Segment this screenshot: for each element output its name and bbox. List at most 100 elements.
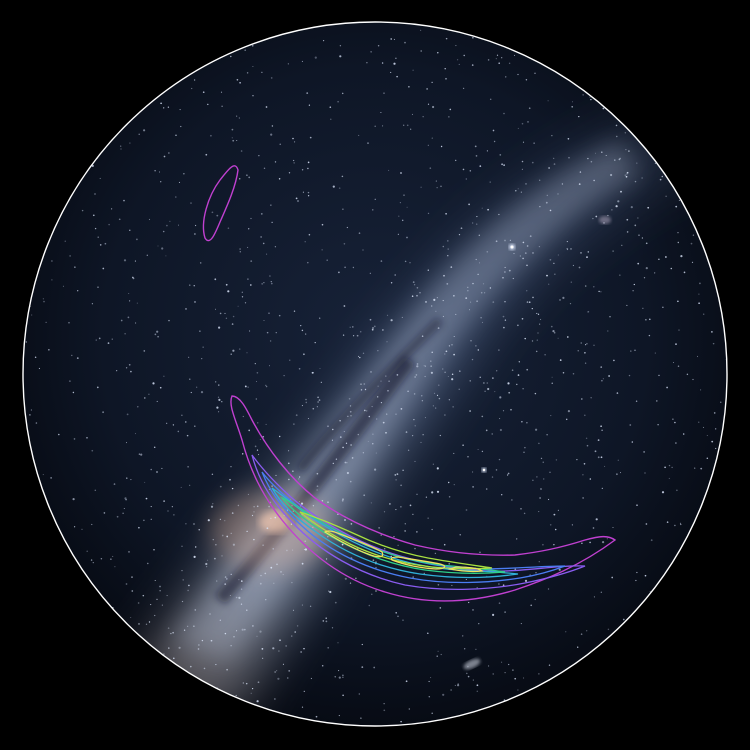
star [339, 45, 342, 47]
star [593, 596, 595, 598]
star [128, 363, 131, 366]
star [699, 282, 701, 285]
star [439, 607, 442, 609]
star [445, 350, 448, 353]
star [137, 602, 140, 604]
star [215, 664, 217, 666]
star [248, 228, 250, 230]
star [678, 329, 680, 331]
star [517, 127, 519, 129]
star [110, 558, 112, 560]
star [540, 457, 543, 460]
star [303, 647, 305, 650]
star [536, 339, 538, 341]
star [301, 562, 304, 565]
star [159, 590, 161, 592]
star [447, 248, 449, 250]
star [534, 598, 536, 601]
star [453, 353, 455, 356]
star [301, 405, 303, 407]
star [472, 222, 474, 224]
star [559, 299, 561, 301]
star [91, 303, 94, 305]
star [578, 115, 580, 118]
star [346, 462, 348, 464]
star [221, 401, 223, 403]
star [270, 282, 273, 285]
star [618, 158, 621, 161]
star [465, 297, 468, 299]
star [448, 116, 450, 118]
star [274, 246, 277, 248]
star [314, 341, 316, 344]
star [550, 415, 552, 417]
star [476, 684, 479, 687]
star [644, 574, 647, 577]
star [327, 535, 329, 538]
star [246, 174, 248, 177]
star [553, 163, 556, 165]
star [124, 333, 126, 335]
star [335, 458, 338, 460]
star [337, 100, 339, 103]
star [411, 434, 414, 437]
star [440, 145, 443, 148]
star [329, 590, 332, 594]
star [303, 690, 305, 693]
star [675, 205, 678, 208]
star [442, 315, 444, 318]
star [436, 490, 440, 493]
star [225, 283, 228, 286]
star [130, 616, 132, 619]
star [680, 255, 683, 258]
star [459, 370, 461, 372]
star [504, 266, 506, 268]
star [444, 371, 446, 373]
star [586, 342, 588, 345]
star [288, 478, 290, 481]
star [489, 98, 492, 101]
star [481, 321, 484, 323]
star [604, 465, 606, 467]
star [420, 186, 422, 188]
star [549, 471, 551, 474]
star [371, 593, 373, 595]
star [159, 585, 161, 588]
star [587, 157, 589, 160]
star [451, 343, 453, 346]
star [146, 254, 148, 256]
star [430, 677, 432, 679]
star [219, 312, 222, 315]
star [532, 296, 534, 299]
star [546, 274, 548, 277]
star [520, 191, 522, 193]
star [230, 573, 232, 575]
star [431, 712, 433, 715]
star [416, 363, 419, 365]
star [64, 240, 66, 242]
star [470, 301, 472, 303]
star [240, 150, 243, 152]
star [383, 511, 386, 513]
star [536, 312, 538, 314]
star [342, 498, 344, 501]
star [547, 588, 550, 590]
star [676, 489, 678, 492]
star [177, 224, 180, 226]
star [385, 431, 387, 434]
star [349, 326, 351, 328]
star [612, 526, 614, 529]
star [363, 383, 366, 385]
star [580, 342, 582, 344]
star [597, 439, 600, 441]
star [270, 133, 273, 136]
star [683, 271, 686, 274]
star [553, 332, 556, 334]
star [550, 325, 553, 328]
star [602, 541, 605, 544]
star [260, 574, 262, 577]
star [570, 281, 572, 283]
star [607, 214, 609, 217]
star [363, 494, 366, 497]
star [372, 433, 374, 435]
